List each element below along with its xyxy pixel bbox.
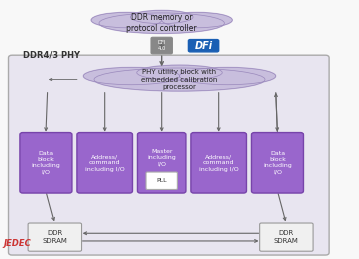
- FancyBboxPatch shape: [260, 223, 313, 251]
- FancyBboxPatch shape: [151, 37, 172, 54]
- Ellipse shape: [162, 12, 232, 28]
- Text: Address/
command
including I/O: Address/ command including I/O: [199, 154, 239, 171]
- Ellipse shape: [130, 10, 193, 24]
- Text: Data
block
including
I/O: Data block including I/O: [32, 151, 60, 175]
- FancyBboxPatch shape: [28, 223, 81, 251]
- FancyBboxPatch shape: [77, 133, 132, 193]
- Text: Master
including
I/O: Master including I/O: [147, 149, 176, 166]
- Ellipse shape: [83, 67, 180, 85]
- FancyBboxPatch shape: [146, 172, 177, 189]
- Ellipse shape: [91, 12, 162, 28]
- Text: DDR memory or
protocol controller: DDR memory or protocol controller: [126, 13, 197, 33]
- Ellipse shape: [137, 65, 222, 80]
- Text: JEDEC: JEDEC: [3, 239, 31, 248]
- FancyBboxPatch shape: [191, 133, 247, 193]
- Text: DFi: DFi: [195, 41, 213, 51]
- FancyBboxPatch shape: [188, 40, 219, 52]
- Ellipse shape: [180, 67, 276, 85]
- Ellipse shape: [94, 68, 265, 91]
- FancyBboxPatch shape: [9, 55, 329, 255]
- Text: Address/
command
including I/O: Address/ command including I/O: [85, 154, 125, 171]
- FancyBboxPatch shape: [137, 133, 186, 193]
- Text: DDR4/3 PHY: DDR4/3 PHY: [23, 50, 80, 59]
- Text: PLL: PLL: [157, 178, 167, 183]
- Ellipse shape: [99, 13, 224, 33]
- Text: PHY utility block with
embedded calibration
processor: PHY utility block with embedded calibrat…: [141, 69, 218, 90]
- Text: DDR
SDRAM: DDR SDRAM: [274, 230, 299, 244]
- Text: DDR
SDRAM: DDR SDRAM: [42, 230, 67, 244]
- Text: Data
block
including
I/O: Data block including I/O: [263, 151, 292, 175]
- Text: DFI
4.0: DFI 4.0: [158, 40, 166, 51]
- FancyBboxPatch shape: [20, 133, 72, 193]
- FancyBboxPatch shape: [251, 133, 303, 193]
